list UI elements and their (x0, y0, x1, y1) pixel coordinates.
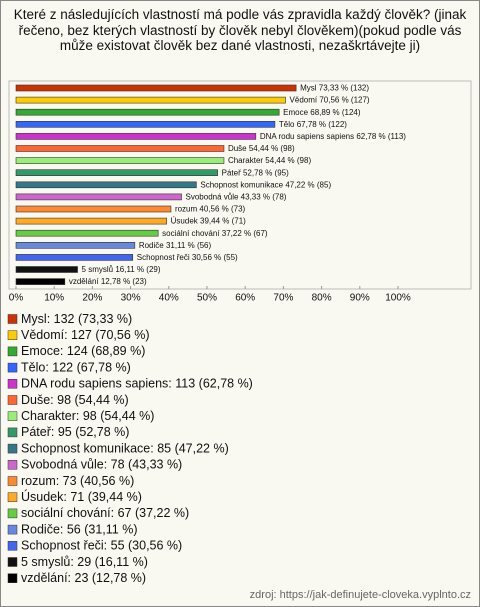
legend-label: Vědomí: 127 (70,56 %) (21, 328, 150, 342)
legend-swatch (7, 476, 18, 486)
legend-swatch (7, 379, 18, 389)
x-tick-label: 90% (350, 293, 370, 304)
legend-swatch (7, 492, 18, 502)
legend-label: rozum: 73 (40,56 %) (21, 474, 134, 488)
data-label: Vědomí 70,56 % (127) (290, 96, 370, 105)
bar (15, 217, 167, 225)
legend-swatch (7, 411, 18, 421)
data-label: Duše 54,44 % (98) (228, 144, 295, 153)
bar (15, 229, 159, 237)
bar (15, 169, 218, 176)
legend-swatch (7, 524, 18, 535)
legend-label: Rodiče: 56 (31,11 %) (21, 522, 138, 536)
bar (15, 96, 286, 104)
legend-swatch (7, 346, 18, 357)
data-label: Schopnost komunikace 47,22 % (85) (200, 180, 331, 189)
legend-label: Úsudek: 71 (39,44 %) (21, 489, 142, 504)
legend-swatch (7, 508, 18, 519)
x-tick-label: 10% (44, 293, 64, 304)
legend-swatch (7, 362, 18, 373)
legend-label: 5 smyslů: 29 (16,11 %) (21, 555, 148, 569)
source: zdroj: https://jak-definujete-cloveka.vy… (250, 589, 471, 601)
legend-swatch (7, 314, 18, 324)
data-label: vzdělání 12,78 % (23) (69, 277, 147, 286)
legend-swatch (7, 395, 18, 405)
legend-label: Tělo: 122 (67,78 %) (21, 360, 131, 374)
legend-label: Schopnost řeči: 55 (30,56 %) (21, 539, 182, 553)
bar (15, 121, 276, 128)
legend-label: Páteř: 95 (52,78 %) (21, 425, 129, 439)
bar (15, 157, 225, 164)
legend-label: Duše: 98 (54,44 %) (21, 393, 129, 407)
legend-label: Charakter: 98 (54,44 %) (21, 409, 154, 423)
data-label: Charakter 54,44 % (98) (228, 156, 311, 165)
legend-swatch (7, 460, 18, 470)
legend-label: Mysl: 132 (73,33 %) (21, 312, 132, 326)
data-label: DNA rodu sapiens sapiens 62,78 % (113) (260, 132, 406, 141)
x-tick-label: 70% (273, 293, 293, 304)
data-label: Rodiče 31,11 % (56) (139, 241, 212, 250)
legend-label: Schopnost komunikace: 85 (47,22 %) (21, 441, 229, 455)
bar (15, 133, 257, 140)
legend-swatch (7, 541, 18, 551)
legend-swatch (7, 443, 18, 454)
bar (15, 145, 225, 152)
data-label: 5 smyslů 16,11 % (29) (82, 265, 161, 274)
x-tick-label: 0% (9, 293, 24, 304)
bar (15, 242, 136, 249)
data-label: Schopnost řeči 30,56 % (55) (137, 253, 238, 262)
legend-swatch (7, 557, 18, 567)
data-label: Mysl 73,33 % (132) (300, 84, 369, 93)
legend-swatch (7, 427, 18, 438)
data-label: Emoce 68,89 % (124) (283, 108, 361, 117)
x-tick-label: 30% (121, 293, 141, 304)
bar (15, 254, 134, 261)
x-tick-label: 50% (197, 293, 217, 304)
legend-label: vzdělání: 23 (12,78 %) (21, 571, 146, 585)
bar (15, 181, 197, 189)
bar (15, 266, 78, 273)
legend-swatch (7, 330, 18, 340)
data-label: Tělo 67,78 % (122) (279, 120, 347, 129)
x-tick-label: 80% (312, 293, 332, 304)
data-label: rozum 40,56 % (73) (175, 205, 246, 214)
data-label: Páteř 52,78 % (95) (222, 168, 289, 177)
x-tick-label: 20% (82, 293, 102, 304)
data-label: sociální chování 37,22 % (67) (162, 229, 268, 238)
legend-label: Emoce: 124 (68,89 %) (21, 344, 145, 358)
legend-label: DNA rodu sapiens sapiens: 113 (62,78 %) (21, 377, 253, 391)
bar (15, 193, 182, 201)
chart-title: Které z následujících vlastností má podl… (13, 7, 467, 53)
data-label: Úsudek 39,44 % (71) (171, 217, 246, 226)
legend-label: Svobodná vůle: 78 (43,33 %) (21, 458, 182, 472)
bar (15, 205, 172, 213)
bar (15, 278, 66, 285)
x-tick-label: 100% (385, 293, 411, 304)
bar (15, 108, 280, 116)
data-label: Svobodná vůle 43,33 % (78) (186, 193, 287, 202)
legend-label: sociální chování: 67 (37,22 %) (21, 506, 189, 520)
x-tick-label: 40% (159, 293, 179, 304)
legend-swatch (7, 573, 18, 583)
x-tick-label: 60% (235, 293, 255, 304)
bar (15, 84, 297, 92)
